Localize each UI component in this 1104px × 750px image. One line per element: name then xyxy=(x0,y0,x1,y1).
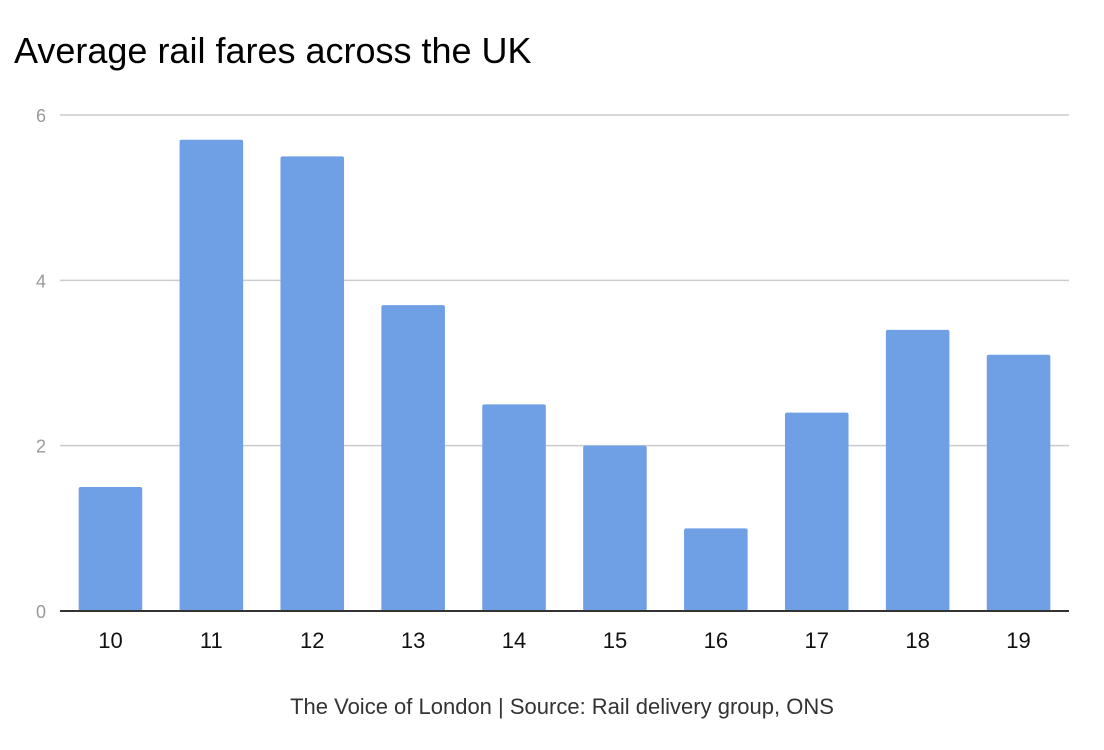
x-tick-label-19: 19 xyxy=(1006,628,1030,653)
bar-19 xyxy=(986,354,1051,611)
x-tick-label-15: 15 xyxy=(603,628,627,653)
bar-16 xyxy=(684,528,748,611)
bar-12 xyxy=(280,156,345,612)
x-tick-label-12: 12 xyxy=(300,628,324,653)
x-tick-label-11: 11 xyxy=(200,628,223,653)
bar-11 xyxy=(179,139,244,612)
x-tick-label-17: 17 xyxy=(805,628,829,653)
x-tick-label-10: 10 xyxy=(98,628,122,653)
x-tick-label-13: 13 xyxy=(401,628,425,653)
x-tick-label-18: 18 xyxy=(905,628,929,653)
bar-14 xyxy=(482,404,546,611)
bar-18 xyxy=(885,329,950,611)
bar-17 xyxy=(784,412,849,611)
y-tick-label-0: 0 xyxy=(36,602,46,622)
x-tick-label-16: 16 xyxy=(704,628,728,653)
y-tick-label-4: 4 xyxy=(36,271,46,291)
chart-title: Average rail fares across the UK xyxy=(14,30,532,71)
bar-15 xyxy=(583,445,647,611)
bar-10 xyxy=(78,487,143,611)
source-footer: The Voice of London | Source: Rail deliv… xyxy=(290,694,834,719)
x-tick-label-14: 14 xyxy=(502,628,526,653)
bar-13 xyxy=(381,305,445,611)
y-tick-label-2: 2 xyxy=(36,437,46,457)
y-tick-label-6: 6 xyxy=(36,106,46,126)
